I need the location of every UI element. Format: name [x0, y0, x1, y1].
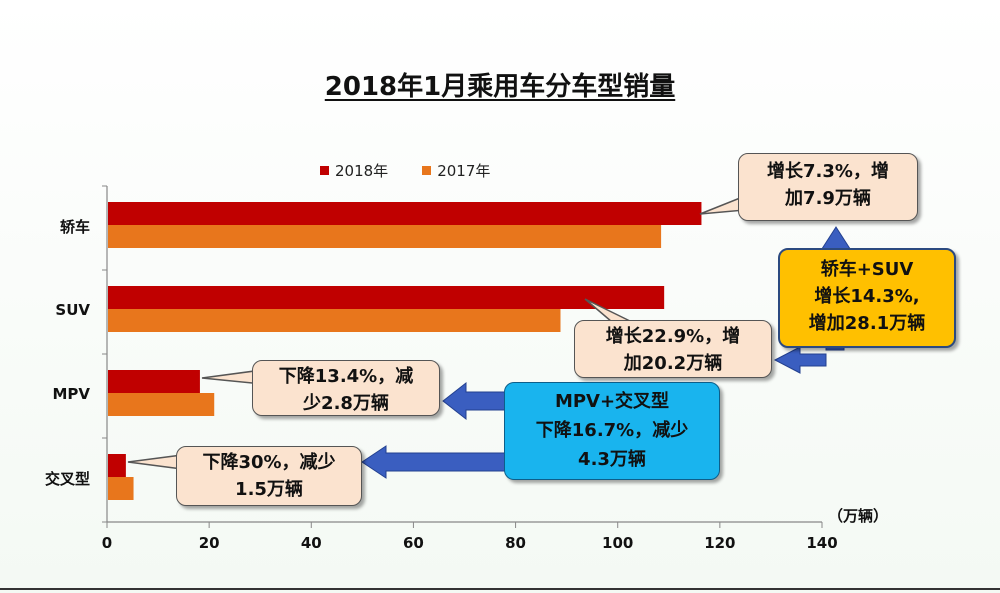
bar-suv-2017	[108, 309, 561, 332]
arrow-to-mpv	[442, 381, 509, 421]
callout-sedan-suv-line1: 轿车+SUV	[820, 259, 914, 280]
category-label-mpv: MPV	[52, 385, 90, 403]
x-tick-label: 120	[704, 534, 735, 552]
category-label-cross: 交叉型	[44, 470, 90, 488]
x-tick-label: 0	[102, 534, 112, 552]
bar-cross-2017	[108, 477, 134, 500]
bar-sedan-2018	[108, 202, 702, 225]
x-tick-label: 140	[806, 534, 837, 552]
callout-sedan-suv-line3: 增加28.1万辆	[808, 313, 926, 334]
callout-sedan-suv: 轿车+SUV 增长14.3%, 增加28.1万辆	[778, 248, 956, 348]
category-label-sedan: 轿车	[59, 218, 90, 236]
callout-mpv-cross-line2: 下降16.7%，减少	[535, 420, 689, 441]
legend-label-2018: 2018年	[335, 162, 389, 180]
arrow-from-suv-callout	[773, 346, 827, 374]
callout-tail-cross	[127, 454, 183, 470]
x-tick-label: 80	[505, 534, 526, 552]
callout-mpv-cross-line1: MPV+交叉型	[554, 391, 670, 412]
x-tick-label: 40	[301, 534, 322, 552]
bar-cross-2018	[108, 454, 126, 477]
legend-label-2017: 2017年	[437, 162, 491, 180]
arrow-to-cross	[361, 445, 509, 479]
callout-mpv-line2: 少2.8万辆	[303, 393, 389, 414]
bar-mpv-2018	[108, 370, 200, 393]
legend-item-2017: 2017年	[422, 160, 490, 181]
bottom-divider	[0, 588, 1000, 590]
callout-sedan: 增长7.3%，增 加7.9万辆	[738, 153, 918, 221]
legend-swatch-2018	[320, 166, 329, 175]
callout-sedan-line2: 加7.9万辆	[785, 188, 871, 209]
callout-suv: 增长22.9%，增 加20.2万辆	[574, 320, 772, 378]
bar-mpv-2017	[108, 393, 215, 416]
callout-cross: 下降30%，减少 1.5万辆	[176, 446, 362, 506]
callout-suv-line2: 加20.2万辆	[623, 353, 723, 374]
x-tick-label: 100	[602, 534, 633, 552]
callout-mpv-line1: 下降13.4%，减	[278, 366, 414, 387]
legend-swatch-2017	[422, 166, 432, 175]
callout-sedan-line1: 增长7.3%，增	[767, 161, 889, 182]
callout-suv-line1: 增长22.9%，增	[605, 326, 741, 347]
bar-suv-2018	[108, 286, 665, 309]
bar-sedan-2017	[108, 225, 662, 248]
callout-mpv-cross-line3: 4.3万辆	[578, 449, 646, 470]
category-label-suv: SUV	[55, 301, 90, 319]
callout-cross-line2: 1.5万辆	[235, 479, 303, 500]
x-tick-label: 60	[403, 534, 424, 552]
legend-item-2018: 2018年	[320, 160, 388, 181]
legend: 2018年 2017年	[320, 160, 490, 181]
x-tick-label: 20	[199, 534, 220, 552]
callout-mpv: 下降13.4%，减 少2.8万辆	[252, 360, 440, 416]
chart-title: 2018年1月乘用车分车型销量	[324, 72, 676, 102]
x-axis-unit: （万辆）	[828, 507, 889, 525]
callout-sedan-suv-line2: 增长14.3%,	[814, 286, 920, 307]
callout-mpv-cross: MPV+交叉型 下降16.7%，减少 4.3万辆	[504, 382, 720, 480]
callout-cross-line1: 下降30%，减少	[202, 452, 336, 473]
